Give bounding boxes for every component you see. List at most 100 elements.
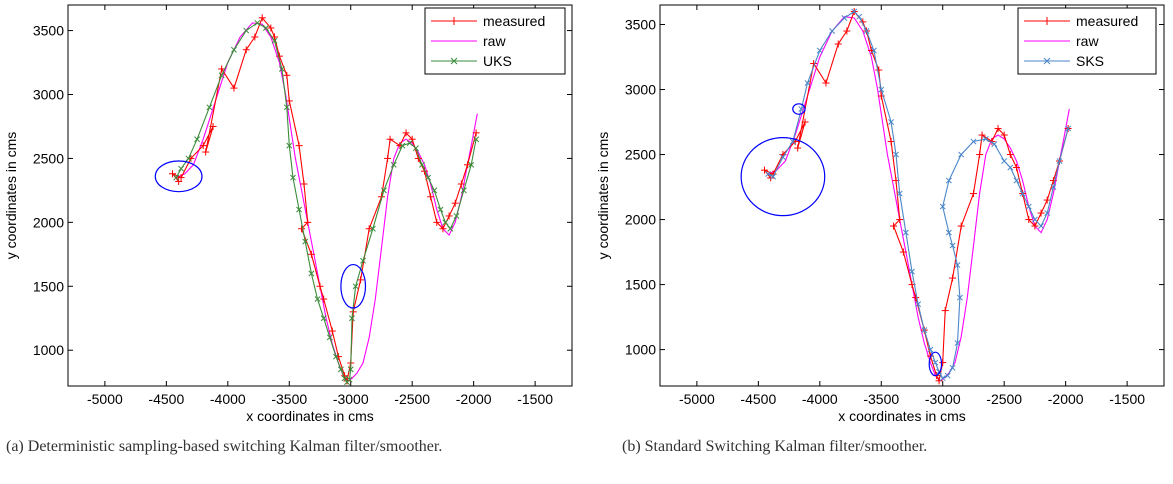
x-tick-label: -5000 [87, 391, 123, 407]
point-marker-SKS [1038, 223, 1045, 230]
point-marker-UKS [390, 161, 397, 168]
legend-label-raw: raw [1076, 33, 1099, 49]
point-marker-SKS [945, 177, 952, 184]
y-tick-label: 1500 [33, 278, 64, 294]
point-marker-SKS [888, 119, 895, 125]
point-marker-UKS [278, 65, 285, 72]
y-tick-label: 2000 [33, 214, 64, 230]
point-marker-UKS [302, 238, 309, 245]
point-marker-UKS [360, 257, 366, 264]
point-marker-SKS [1019, 190, 1026, 197]
series-line-UKS [175, 22, 477, 384]
point-marker-SKS [893, 151, 899, 158]
point-marker-UKS [314, 296, 321, 303]
x-tick-label: -3500 [271, 391, 307, 407]
y-axis-label: y coordinates in cms [3, 132, 19, 260]
caption-b: (b) Standard Switching Kalman filter/smo… [622, 438, 928, 455]
plot-frame [67, 4, 573, 387]
x-tick-label: -4000 [210, 391, 246, 407]
point-marker-UKS [406, 140, 413, 147]
point-marker-SKS [954, 262, 961, 269]
point-marker-UKS [262, 25, 269, 31]
point-marker-UKS [369, 225, 376, 232]
point-marker-SKS [939, 203, 946, 210]
plot-frame [659, 4, 1165, 387]
y-tick-label: 1500 [625, 277, 656, 293]
point-marker-UKS [185, 155, 192, 162]
point-marker-SKS [949, 242, 956, 249]
point-marker-SKS [932, 359, 939, 366]
point-marker-SKS [841, 15, 848, 21]
point-marker-SKS [1031, 216, 1038, 223]
legend-label-raw: raw [483, 33, 506, 49]
y-tick-label: 2000 [625, 212, 656, 228]
legend-label-measured: measured [483, 13, 545, 29]
point-marker-SKS [765, 171, 772, 177]
figure: -5000 -4500 -4000 -3500 -3000 -2500 -2000 -1500… [3, 4, 1165, 424]
point-marker-SKS [970, 138, 977, 145]
x-tick-label: -1500 [517, 391, 553, 407]
point-marker-SKS [939, 375, 946, 382]
point-marker-SKS [1025, 203, 1032, 210]
point-marker-UKS [337, 366, 344, 373]
point-marker-SKS [896, 190, 903, 197]
point-marker-UKS [194, 136, 201, 143]
point-marker-SKS [991, 141, 998, 148]
x-tick-label: -4500 [740, 391, 776, 407]
caption-a: (a) Deterministic sampling-based switchi… [6, 438, 443, 455]
point-marker-UKS [442, 219, 449, 226]
x-tick-label: -4000 [802, 391, 838, 407]
point-marker-SKS [870, 47, 877, 54]
point-marker-UKS [271, 37, 278, 44]
point-marker-SKS [829, 28, 836, 34]
point-marker-UKS [425, 174, 432, 181]
chart-panel-b: -5000 -4500 -4000 -3500 -3000 -2500 -2000 -1500… [595, 4, 1165, 424]
point-marker-SKS [909, 268, 915, 275]
point-marker-UKS [412, 145, 419, 152]
point-marker-SKS [770, 173, 777, 180]
point-marker-UKS [468, 161, 475, 168]
point-marker-SKS [982, 135, 989, 142]
point-marker-SKS [779, 154, 786, 161]
point-marker-UKS [254, 19, 261, 26]
covariance-ellipse [792, 103, 806, 115]
x-axis-label: x coordinates in cms [838, 408, 966, 424]
point-marker-SKS [816, 47, 823, 54]
point-marker-UKS [349, 315, 355, 322]
x-tick-label: -2000 [456, 391, 492, 407]
point-marker-SKS [863, 28, 870, 34]
legend-label-SKS: SKS [1076, 53, 1104, 69]
point-marker-UKS [296, 206, 303, 213]
legend-marker-UKS [450, 57, 458, 65]
point-marker-UKS [419, 161, 425, 168]
point-marker-SKS [954, 340, 961, 347]
point-marker-UKS [173, 174, 180, 181]
point-marker-SKS [1056, 158, 1063, 164]
y-tick-label: 2500 [625, 147, 656, 163]
point-marker-UKS [399, 142, 406, 149]
point-marker-UKS [206, 104, 213, 111]
point-marker-UKS [352, 283, 359, 290]
point-marker-UKS [178, 165, 185, 172]
point-marker-SKS [878, 86, 885, 93]
legend-label-measured: measured [1076, 13, 1138, 29]
covariance-ellipse [154, 160, 203, 193]
point-marker-SKS [958, 151, 965, 158]
x-axis-label: x coordinates in cms [246, 408, 374, 424]
point-marker-SKS [804, 80, 811, 86]
point-marker-SKS [1007, 164, 1014, 171]
point-marker-UKS [243, 27, 250, 34]
covariance-ellipse [740, 137, 826, 217]
point-marker-UKS [286, 142, 293, 149]
plot-area [740, 8, 1072, 385]
y-tick-label: 3000 [33, 86, 64, 102]
y-axis-label: y coordinates in cms [595, 132, 611, 260]
x-tick-label: -1500 [1109, 391, 1145, 407]
y-tick-label: 1000 [33, 342, 64, 358]
point-marker-SKS [945, 229, 952, 236]
y-tick-label: 3500 [625, 17, 656, 33]
covariance-ellipse [340, 263, 367, 309]
point-marker-UKS [453, 213, 460, 219]
point-marker-SKS [902, 229, 909, 236]
point-marker-SKS [856, 13, 863, 20]
